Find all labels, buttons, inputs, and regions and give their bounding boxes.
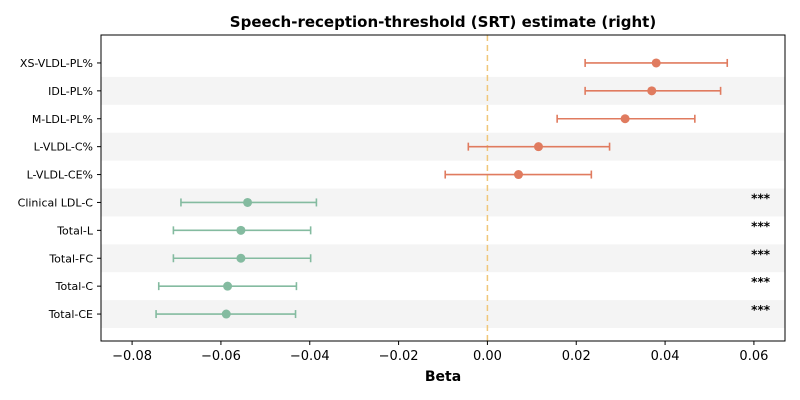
point-estimate (647, 86, 657, 96)
x-axis-label: Beta (425, 369, 461, 385)
significance-marker: *** (751, 219, 771, 233)
ci-row (172, 225, 312, 235)
point-estimate (236, 225, 246, 235)
y-tick-label: Total-L (56, 224, 94, 237)
point-estimate (533, 142, 543, 152)
ci-row (467, 142, 611, 152)
significance-marker: *** (751, 275, 771, 289)
point-estimate (514, 170, 524, 180)
point-estimate (236, 253, 246, 263)
point-estimate (620, 114, 630, 124)
x-tick-label: 0.00 (473, 349, 502, 364)
point-estimate (221, 309, 231, 319)
x-tick-label: 0.02 (562, 349, 591, 364)
plot-frame (100, 34, 786, 342)
significance-marker: *** (751, 247, 771, 261)
x-axis: −0.08 −0.06 −0.04 −0.02 0.00 0.02 0.04 0.06 (112, 341, 768, 364)
x-tick-label: −0.06 (201, 349, 241, 364)
ci-row (180, 197, 318, 207)
x-tick-label: 0.06 (739, 349, 768, 364)
y-tick-label: Total-FC (48, 252, 93, 265)
point-estimate (223, 281, 233, 291)
significance-marker: *** (751, 303, 771, 317)
y-tick-label: Total-C (55, 280, 94, 293)
y-tick-label: M-LDL-PL% (32, 113, 93, 126)
y-tick-label: L-VLDL-CE% (27, 169, 93, 182)
y-tick-label: IDL-PL% (48, 85, 93, 98)
y-tick-label: Clinical LDL-C (18, 196, 94, 209)
x-tick-label: −0.08 (112, 349, 152, 364)
ci-row (157, 281, 298, 291)
y-tick-label: XS-VLDL-PL% (20, 57, 93, 70)
ci-row (172, 253, 312, 263)
y-tick-label: L-VLDL-C% (34, 141, 93, 154)
ci-row (584, 86, 722, 96)
ci-row (556, 114, 696, 124)
data-marks (155, 58, 729, 319)
point-estimate (243, 197, 253, 207)
ci-row (584, 58, 729, 68)
ci-row (444, 170, 593, 180)
y-tick-labels: XS-VLDL-PL% IDL-PL% M-LDL-PL% L-VLDL-C% L-VL… (18, 57, 101, 321)
chart-title: Speech-reception-threshold (SRT) estimat… (230, 13, 656, 31)
y-tick-label: Total-CE (48, 308, 93, 321)
x-tick-label: −0.04 (290, 349, 330, 364)
significance-labels: *** *** *** *** *** (751, 191, 771, 317)
significance-marker: *** (751, 191, 771, 205)
point-estimate (651, 58, 661, 68)
row-band (101, 132, 785, 161)
ci-row (155, 309, 297, 319)
x-tick-label: −0.02 (379, 349, 419, 364)
x-tick-label: 0.04 (651, 349, 680, 364)
